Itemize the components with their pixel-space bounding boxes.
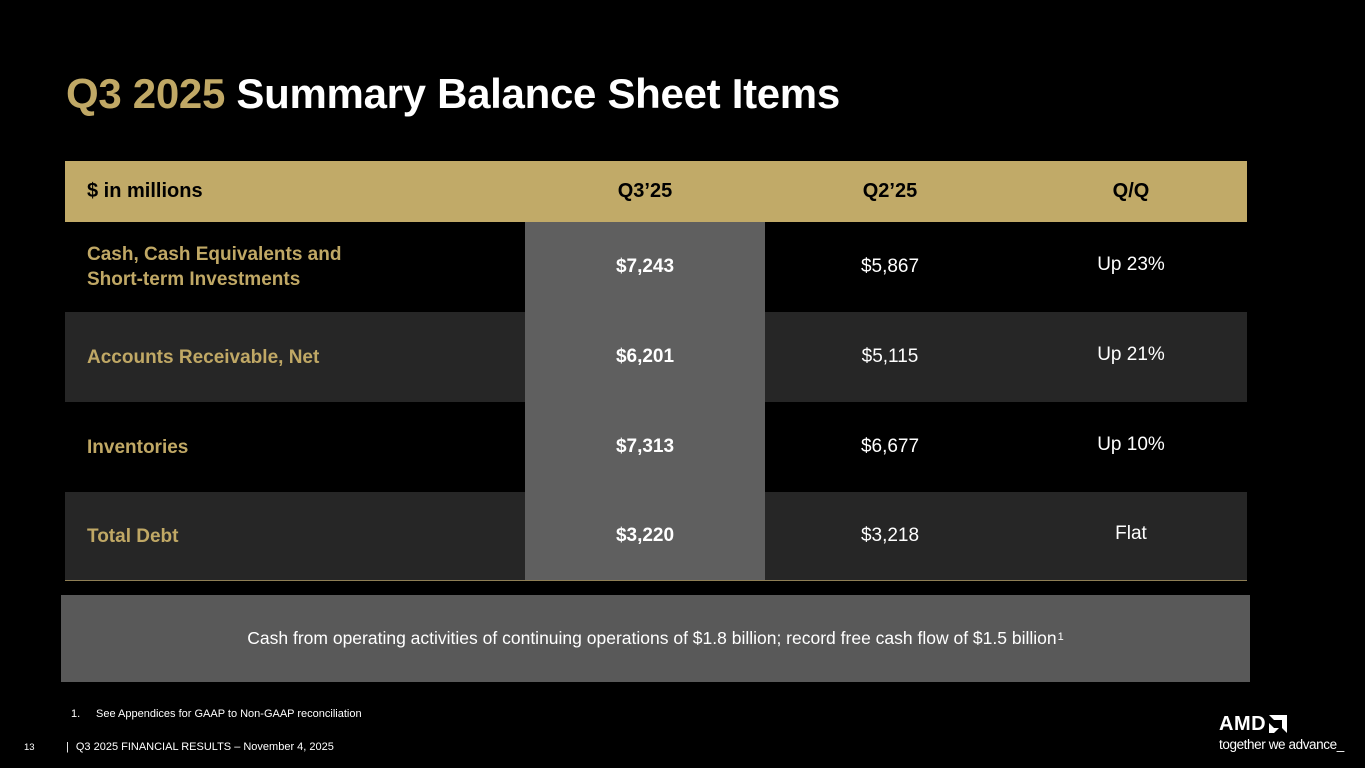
- q3-25-value: $6,201: [525, 312, 765, 402]
- row-label-line1: Cash, Cash Equivalents and: [87, 244, 342, 265]
- column-header-units: $ in millions: [87, 180, 203, 202]
- q2-25-value: $5,867: [860, 256, 920, 277]
- q3-25-value: $3,220: [525, 492, 765, 580]
- footnote-number: 1.: [71, 708, 81, 720]
- column-header-q2-25: Q2’25: [862, 180, 918, 202]
- row-label: Accounts Receivable, Net: [87, 346, 320, 368]
- brand-tagline: together we advance_: [1219, 737, 1344, 752]
- callout-text: Cash from operating activities of contin…: [247, 628, 1057, 648]
- footer-separator: |: [66, 741, 69, 753]
- row-label: Cash, Cash Equivalents and Short-term In…: [65, 242, 525, 292]
- table-row-cash: Cash, Cash Equivalents and Short-term In…: [65, 222, 1247, 312]
- qq-change: Up 10%: [1097, 434, 1165, 455]
- qq-change: Up 23%: [1097, 254, 1165, 275]
- column-header-q3-25: Q3’25: [617, 180, 673, 202]
- brand-wordmark: AMD: [1219, 714, 1344, 734]
- footnote-text: See Appendices for GAAP to Non-GAAP reco…: [96, 708, 362, 720]
- balance-sheet-table: $ in millions Q3’25 Q2’25 Q/Q Cash, Cash…: [65, 161, 1247, 581]
- table-row-accounts-receivable: Accounts Receivable, Net $6,201 $5,115 U…: [65, 312, 1247, 402]
- slide-footer: 13 | Q3 2025 FINANCIAL RESULTS – Novembe…: [24, 741, 334, 753]
- table-row-total-debt: Total Debt $3,220 $3,218 Flat: [65, 492, 1247, 581]
- q2-25-value: $6,677: [860, 436, 920, 457]
- row-label: Inventories: [87, 436, 189, 458]
- footnote: 1. See Appendices for GAAP to Non-GAAP re…: [71, 708, 362, 720]
- qq-change: Flat: [1115, 523, 1147, 544]
- q2-25-value: $5,115: [861, 346, 919, 367]
- footnote-reference: 1: [1057, 630, 1064, 643]
- brand-name: AMD: [1219, 713, 1267, 735]
- qq-change: Up 21%: [1097, 344, 1165, 365]
- row-label-line2: Short-term Investments: [87, 269, 301, 290]
- page-number: 13: [24, 741, 35, 753]
- page-title: Q3 2025 Summary Balance Sheet Items: [66, 70, 840, 118]
- q3-25-value: $7,243: [525, 222, 765, 312]
- title-accent: Q3 2025: [66, 70, 226, 117]
- table-row-inventories: Inventories $7,313 $6,677 Up 10%: [65, 402, 1247, 492]
- q3-25-value: $7,313: [525, 402, 765, 492]
- title-text: Summary Balance Sheet Items: [236, 70, 840, 117]
- table-header: $ in millions Q3’25 Q2’25 Q/Q: [65, 161, 1247, 222]
- amd-arrow-icon: [1269, 715, 1288, 733]
- column-header-qq: Q/Q: [1112, 180, 1150, 202]
- q2-25-value: $3,218: [860, 525, 920, 546]
- amd-logo: AMD together we advance_: [1219, 714, 1344, 752]
- row-label: Total Debt: [87, 525, 179, 547]
- cash-flow-callout: Cash from operating activities of contin…: [61, 595, 1250, 682]
- footer-text: Q3 2025 FINANCIAL RESULTS – November 4, …: [75, 741, 334, 753]
